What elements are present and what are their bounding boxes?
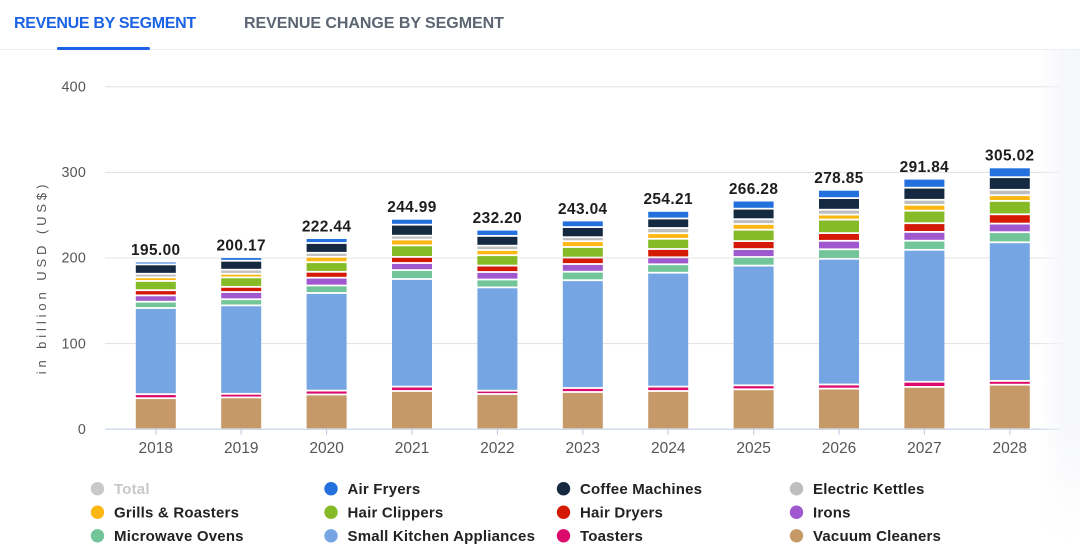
svg-text:278.85: 278.85 — [814, 170, 864, 187]
svg-text:2028: 2028 — [993, 440, 1027, 457]
svg-text:0: 0 — [78, 422, 86, 438]
svg-text:244.99: 244.99 — [387, 199, 436, 216]
svg-text:Total: Total — [114, 481, 150, 498]
svg-text:266.28: 266.28 — [729, 181, 779, 198]
svg-text:2018: 2018 — [139, 440, 173, 457]
svg-text:Toasters: Toasters — [580, 528, 643, 545]
svg-text:2020: 2020 — [309, 440, 344, 457]
svg-text:2027: 2027 — [907, 440, 941, 457]
svg-text:232.20: 232.20 — [473, 210, 522, 227]
svg-text:Hair Dryers: Hair Dryers — [580, 504, 663, 521]
svg-text:2023: 2023 — [566, 440, 600, 457]
svg-text:Irons: Irons — [813, 504, 851, 521]
svg-text:2025: 2025 — [736, 440, 770, 457]
svg-text:222.44: 222.44 — [302, 218, 352, 235]
svg-text:2021: 2021 — [395, 440, 429, 457]
svg-text:2022: 2022 — [480, 440, 514, 457]
svg-text:100: 100 — [62, 336, 86, 352]
svg-text:400: 400 — [62, 80, 86, 96]
svg-text:Small Kitchen Appliances: Small Kitchen Appliances — [348, 528, 536, 545]
svg-text:300: 300 — [62, 165, 86, 181]
svg-text:Air Fryers: Air Fryers — [348, 481, 421, 498]
svg-text:2019: 2019 — [224, 440, 258, 457]
svg-text:Vacuum Cleaners: Vacuum Cleaners — [813, 528, 941, 545]
svg-text:Hair Clippers: Hair Clippers — [348, 504, 444, 521]
svg-text:200.17: 200.17 — [216, 238, 265, 255]
svg-text:243.04: 243.04 — [558, 201, 608, 218]
svg-text:Microwave Ovens: Microwave Ovens — [114, 528, 244, 545]
svg-text:195.00: 195.00 — [131, 242, 180, 259]
svg-text:Grills & Roasters: Grills & Roasters — [114, 504, 239, 521]
svg-text:in billion USD (US$): in billion USD (US$) — [34, 181, 49, 375]
svg-text:291.84: 291.84 — [900, 159, 950, 176]
svg-text:2026: 2026 — [822, 440, 856, 457]
svg-text:305.02: 305.02 — [985, 148, 1034, 165]
svg-text:254.21: 254.21 — [643, 191, 693, 208]
svg-text:2024: 2024 — [651, 440, 686, 457]
svg-text:Coffee Machines: Coffee Machines — [580, 481, 702, 498]
svg-text:Electric Kettles: Electric Kettles — [813, 481, 925, 498]
svg-text:200: 200 — [62, 251, 86, 267]
